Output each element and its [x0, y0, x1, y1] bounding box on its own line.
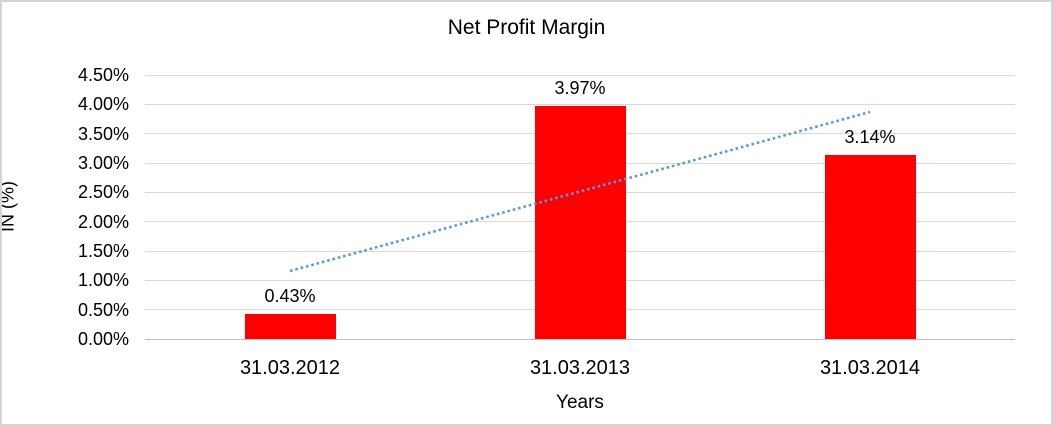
bar-value-label: 3.14%	[844, 126, 896, 147]
gridline	[145, 74, 1015, 76]
y-tick-label: 4.00%	[77, 94, 129, 115]
y-tick-label: 2.00%	[77, 211, 129, 232]
bar-31.03.2013	[534, 106, 626, 339]
y-axis-title: IN (%)	[0, 181, 18, 232]
x-tick-label: 31.03.2013	[529, 357, 631, 379]
y-tick-label: 3.50%	[77, 123, 129, 144]
bar-value-label: 3.97%	[554, 78, 606, 99]
bar-value-label: 0.43%	[264, 285, 316, 306]
gridline	[145, 103, 1015, 105]
trendline	[289, 110, 871, 273]
bar-31.03.2012	[244, 313, 336, 339]
x-axis-line	[145, 338, 1015, 340]
y-tick-label: 0.50%	[77, 299, 129, 320]
y-tick-label: 1.50%	[77, 241, 129, 261]
plot-area: 0.43% 3.97% 3.14%	[145, 74, 1015, 340]
chart-title: Net Profit Margin	[447, 16, 606, 39]
bar-31.03.2014	[824, 154, 916, 339]
y-tick-label: 4.50%	[77, 65, 129, 85]
y-tick-label: 0.00%	[77, 329, 129, 349]
y-tick-label: 3.00%	[77, 153, 129, 173]
x-tick-label: 31.03.2012	[239, 357, 341, 379]
y-tick-label: 2.50%	[77, 182, 129, 203]
x-tick-label: 31.03.2014	[819, 357, 921, 379]
x-axis-title: Years	[556, 392, 604, 413]
y-tick-label: 1.00%	[77, 270, 129, 291]
